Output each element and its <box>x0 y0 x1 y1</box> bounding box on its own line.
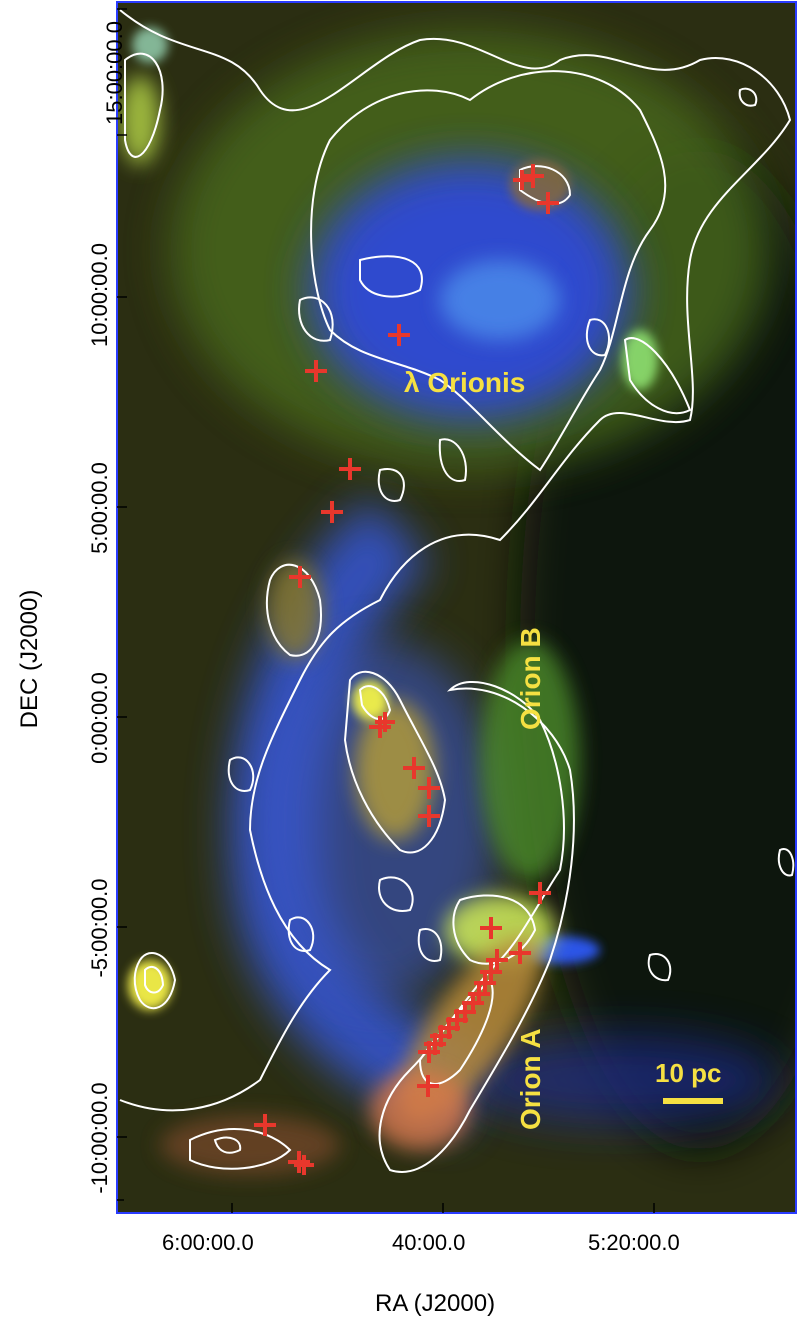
ytick-5: 5:00:00.0 <box>87 462 112 554</box>
marker <box>339 458 361 480</box>
source-markers <box>254 164 559 1175</box>
xtick-5h20m: 5:20:00.0 <box>588 1230 680 1255</box>
marker <box>529 882 551 904</box>
marker <box>254 1114 276 1136</box>
contour-lines <box>119 9 795 1173</box>
marker <box>418 777 440 799</box>
marker <box>305 360 327 382</box>
label-orion-a: Orion A <box>515 1028 546 1130</box>
axis-ticks <box>117 8 655 1213</box>
marker <box>417 1075 439 1097</box>
marker <box>388 324 410 346</box>
y-axis-title: DEC (J2000) <box>16 589 43 729</box>
marker <box>537 192 559 214</box>
marker <box>486 949 508 971</box>
xtick-6h: 6:00:00.0 <box>162 1230 254 1255</box>
marker <box>418 805 440 827</box>
sky-image <box>117 2 796 1213</box>
ytick-minus5: -5:00:00.0 <box>87 878 112 978</box>
marker <box>375 712 395 732</box>
ytick-15: 15:00:00.0 <box>102 21 127 125</box>
marker <box>418 1041 440 1063</box>
xtick-40m: 40:00.0 <box>392 1230 466 1255</box>
marker <box>522 164 544 188</box>
marker <box>513 170 531 190</box>
marker <box>403 757 425 779</box>
marker <box>509 942 531 964</box>
marker <box>289 566 311 588</box>
label-lambda-orionis: λ Orionis <box>404 367 525 398</box>
marker <box>288 1151 310 1173</box>
ytick-0: 0:00:00.0 <box>87 672 112 764</box>
marker <box>369 716 391 738</box>
marker <box>321 501 343 523</box>
ytick-10: 10:00:00.0 <box>87 243 112 347</box>
x-axis-title: RA (J2000) <box>375 1290 496 1317</box>
label-orion-b: Orion B <box>515 627 546 730</box>
ytick-minus10: -10:00:00.0 <box>87 1082 112 1194</box>
marker <box>480 917 502 939</box>
marker <box>294 1155 314 1175</box>
plot-frame <box>116 1 797 1214</box>
label-scalebar: 10 pc <box>655 1058 722 1088</box>
